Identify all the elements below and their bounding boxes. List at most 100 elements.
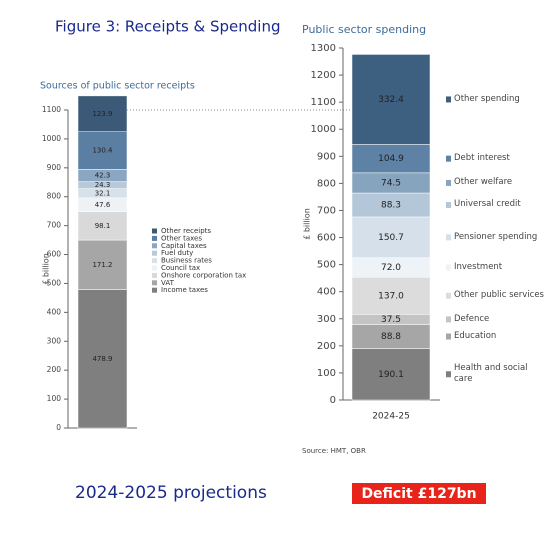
legend-entry: Debt interest xyxy=(454,153,510,164)
y-tick-label: 300 xyxy=(317,314,336,325)
value-label: 190.1 xyxy=(378,370,404,380)
y-tick-label: 800 xyxy=(47,192,62,201)
value-label: 332.4 xyxy=(378,95,404,105)
deficit: Deficit £127bn xyxy=(361,486,476,502)
legend-swatch xyxy=(152,235,157,241)
legend-swatch xyxy=(152,250,157,256)
legend-entry: Defence xyxy=(454,313,490,324)
value-label: 37.5 xyxy=(381,315,401,325)
bar-segment xyxy=(351,216,431,258)
legend-swatch xyxy=(446,316,451,323)
legend-label: Investment xyxy=(454,261,503,272)
y-tick-label: 1000 xyxy=(42,134,61,143)
value-label: 104.9 xyxy=(378,154,404,164)
legend-swatch xyxy=(152,265,157,271)
value-label: 130.4 xyxy=(92,147,113,155)
y-tick-label: 900 xyxy=(317,151,336,162)
y-axis-label: £ billion xyxy=(42,253,51,285)
y-tick-label: 600 xyxy=(317,233,336,244)
y-tick-label: 0 xyxy=(330,395,336,406)
legend-label: VAT xyxy=(161,279,175,287)
legend-entry: Health and social care xyxy=(454,363,528,385)
value-label: 98.1 xyxy=(95,222,111,230)
bar-segment xyxy=(77,95,128,132)
bar-segment xyxy=(351,276,431,315)
legend-label: Business rates xyxy=(161,257,212,265)
legend-swatch xyxy=(446,201,451,208)
legend-swatch xyxy=(152,228,157,234)
x-tick-label: 2024-25 xyxy=(372,412,410,422)
legend-swatch xyxy=(152,272,157,278)
y-tick-label: 500 xyxy=(47,278,62,287)
deficit-box xyxy=(352,483,486,504)
value-label: 137.0 xyxy=(378,291,404,301)
legend-swatch xyxy=(446,264,451,271)
legend-swatch xyxy=(446,179,451,186)
value-label: 150.7 xyxy=(378,233,404,243)
legend-label: Income taxes xyxy=(161,286,208,294)
y-tick-label: 100 xyxy=(47,394,62,403)
source: Source: HMT, OBR xyxy=(302,447,366,455)
y-tick-label: 800 xyxy=(317,178,336,189)
y-tick-label: 200 xyxy=(317,341,336,352)
y-tick-label: 400 xyxy=(47,307,62,316)
legend-entry: Other welfare xyxy=(454,177,512,187)
value-label: 72.0 xyxy=(381,263,401,273)
y-tick-label: 900 xyxy=(47,163,62,172)
value-label: 171.2 xyxy=(92,261,112,269)
legend-swatch xyxy=(446,333,451,340)
legend-label: Other spending xyxy=(454,93,520,104)
chart-title: Sources of public sector receipts xyxy=(40,81,195,92)
legend-label: Fuel duty xyxy=(161,249,193,257)
y-axis-label: £ billion xyxy=(303,208,312,240)
value-label: 32.1 xyxy=(95,189,111,197)
figure-title: Figure 3: Receipts & Spending xyxy=(55,18,281,36)
y-tick-label: 500 xyxy=(317,260,336,271)
value-label: 24.3 xyxy=(95,181,111,189)
y-tick-label: 600 xyxy=(47,250,62,259)
legend-label: Universal credit xyxy=(454,199,521,210)
legend-label: Capital taxes xyxy=(161,242,207,250)
y-tick-label: 100 xyxy=(317,368,336,379)
legend-entry: Other spending xyxy=(454,93,520,104)
legend-swatch xyxy=(446,371,451,378)
legend-label: Onshore corporation tax xyxy=(161,271,246,279)
bar-segment xyxy=(77,131,128,170)
legend-label: Health and social care xyxy=(454,363,528,385)
legend-swatch xyxy=(446,234,451,241)
legend-label: Debt interest xyxy=(454,153,510,164)
legend-label: Council tax xyxy=(161,264,200,272)
legend-entry: Education xyxy=(454,331,497,341)
value-label: 42.3 xyxy=(95,172,111,180)
legend-entry: Universal credit xyxy=(454,199,521,210)
legend-swatch xyxy=(152,243,157,249)
y-tick-label: 1000 xyxy=(311,124,336,135)
legend-swatch xyxy=(446,96,451,103)
legend-label: Education xyxy=(454,331,497,341)
legend-label: Defence xyxy=(454,313,490,324)
y-tick-label: 200 xyxy=(47,365,62,374)
y-tick-label: 700 xyxy=(317,205,336,216)
legend-label: Pensioner spending xyxy=(454,231,538,242)
bar-segment xyxy=(351,54,431,145)
y-tick-label: 0 xyxy=(56,423,61,432)
bar-segment xyxy=(351,348,431,401)
legend-entry: Pensioner spending xyxy=(454,231,538,242)
y-tick-label: 1300 xyxy=(311,43,336,54)
legend-label: Other public services xyxy=(454,290,544,301)
legend-swatch xyxy=(152,258,157,264)
bar-segment xyxy=(77,289,128,429)
value-label: 88.3 xyxy=(381,200,401,210)
caption: 2024-2025 projections xyxy=(75,483,267,503)
value-label: 123.9 xyxy=(92,110,112,118)
legend-label: Other receipts xyxy=(161,227,211,235)
y-tick-label: 1100 xyxy=(311,97,336,108)
legend-swatch xyxy=(446,155,451,162)
y-tick-label: 1200 xyxy=(311,70,336,81)
value-label: 74.5 xyxy=(381,178,401,188)
y-tick-label: 1100 xyxy=(42,105,61,114)
legend-label: Other taxes xyxy=(161,234,202,242)
legend-swatch xyxy=(446,292,451,299)
value-label: 478.9 xyxy=(92,355,112,363)
